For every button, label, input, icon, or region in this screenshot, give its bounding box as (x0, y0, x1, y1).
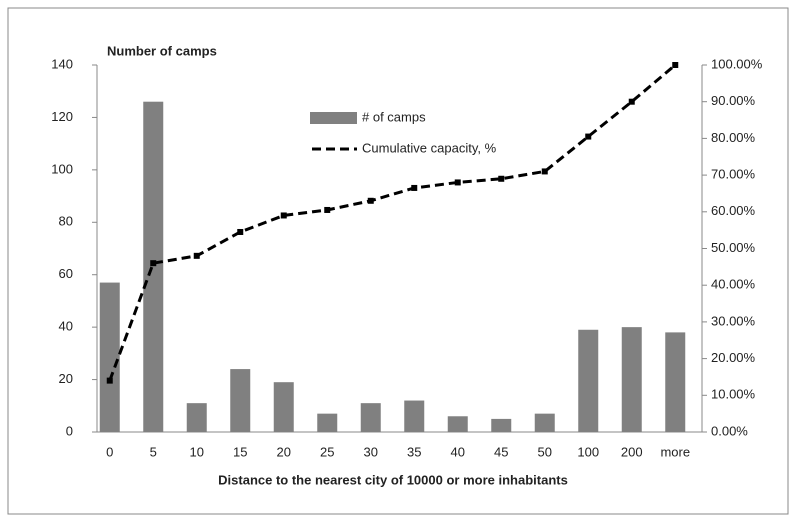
marker (193, 252, 200, 259)
y-tick-label: 20 (59, 371, 73, 386)
bar (534, 413, 555, 432)
y2-tick-label: 10.00% (711, 387, 756, 402)
x-tick-label: 35 (407, 444, 421, 459)
chart-title: Number of camps (107, 43, 217, 58)
x-tick-label: 15 (233, 444, 247, 459)
x-tick-label: 200 (621, 444, 643, 459)
x-tick-label: 0 (106, 444, 113, 459)
y2-tick-label: 70.00% (711, 167, 756, 182)
y-tick-label: 0 (66, 423, 73, 438)
x-tick-label: more (660, 444, 690, 459)
bar (317, 413, 338, 432)
y2-tick-label: 100.00% (711, 56, 763, 71)
marker (541, 168, 548, 175)
marker (628, 98, 635, 105)
bar (404, 400, 425, 432)
chart-frame (7, 7, 789, 515)
x-axis-label: Distance to the nearest city of 10000 or… (218, 472, 568, 487)
marker (324, 206, 331, 213)
bar (491, 418, 512, 432)
marker (411, 184, 418, 191)
y2-tick-label: 80.00% (711, 130, 756, 145)
x-tick-label: 10 (190, 444, 204, 459)
x-tick-label: 30 (364, 444, 378, 459)
marker (237, 228, 244, 235)
marker (106, 377, 113, 384)
marker (498, 175, 505, 182)
y2-tick-label: 50.00% (711, 240, 756, 255)
bar (273, 382, 294, 432)
y-tick-label: 120 (51, 109, 73, 124)
bar (621, 327, 642, 432)
bar (578, 329, 599, 432)
y-tick-label: 140 (51, 56, 73, 71)
bar (230, 369, 251, 432)
y-tick-label: 60 (59, 266, 73, 281)
y2-tick-label: 40.00% (711, 277, 756, 292)
legend-label: Cumulative capacity, % (362, 140, 497, 155)
marker (280, 212, 287, 219)
bar (665, 332, 686, 432)
marker (150, 260, 157, 267)
bar (447, 416, 468, 432)
marker (585, 133, 592, 140)
y2-tick-label: 0.00% (711, 423, 748, 438)
marker (672, 62, 679, 68)
x-tick-label: 40 (451, 444, 465, 459)
x-tick-label: 25 (320, 444, 334, 459)
y2-tick-label: 20.00% (711, 350, 756, 365)
legend-swatch (310, 112, 357, 124)
y-tick-label: 40 (59, 319, 73, 334)
x-tick-label: 20 (277, 444, 291, 459)
bar (99, 282, 120, 432)
line (108, 63, 677, 382)
x-tick-label: 45 (494, 444, 508, 459)
y-tick-label: 80 (59, 214, 73, 229)
marker (367, 197, 374, 204)
y2-tick-label: 90.00% (711, 93, 756, 108)
y-tick-label: 100 (51, 161, 73, 176)
bar (360, 403, 381, 432)
x-tick-label: 50 (538, 444, 552, 459)
bar (186, 403, 207, 432)
marker (454, 179, 461, 186)
x-tick-label: 5 (150, 444, 157, 459)
legend-label: # of camps (362, 109, 426, 124)
y2-tick-label: 60.00% (711, 203, 756, 218)
bar (143, 101, 164, 432)
x-tick-label: 100 (577, 444, 599, 459)
y2-tick-label: 30.00% (711, 313, 756, 328)
